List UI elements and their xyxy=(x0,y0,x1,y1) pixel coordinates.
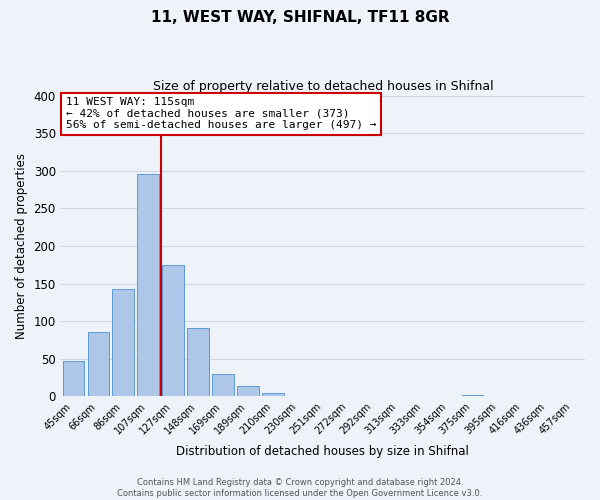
Bar xyxy=(88,332,109,396)
Bar xyxy=(462,395,483,396)
Y-axis label: Number of detached properties: Number of detached properties xyxy=(15,153,28,339)
Text: 11, WEST WAY, SHIFNAL, TF11 8GR: 11, WEST WAY, SHIFNAL, TF11 8GR xyxy=(151,10,449,25)
Bar xyxy=(238,386,259,396)
X-axis label: Distribution of detached houses by size in Shifnal: Distribution of detached houses by size … xyxy=(176,444,469,458)
Bar xyxy=(62,361,84,396)
Text: 11 WEST WAY: 115sqm
← 42% of detached houses are smaller (373)
56% of semi-detac: 11 WEST WAY: 115sqm ← 42% of detached ho… xyxy=(66,97,376,130)
Bar xyxy=(212,374,233,396)
Title: Size of property relative to detached houses in Shifnal: Size of property relative to detached ho… xyxy=(152,80,493,93)
Bar xyxy=(163,264,184,396)
Bar xyxy=(137,174,158,396)
Bar xyxy=(187,328,209,396)
Bar xyxy=(262,392,284,396)
Bar xyxy=(112,289,134,397)
Text: Contains HM Land Registry data © Crown copyright and database right 2024.
Contai: Contains HM Land Registry data © Crown c… xyxy=(118,478,482,498)
